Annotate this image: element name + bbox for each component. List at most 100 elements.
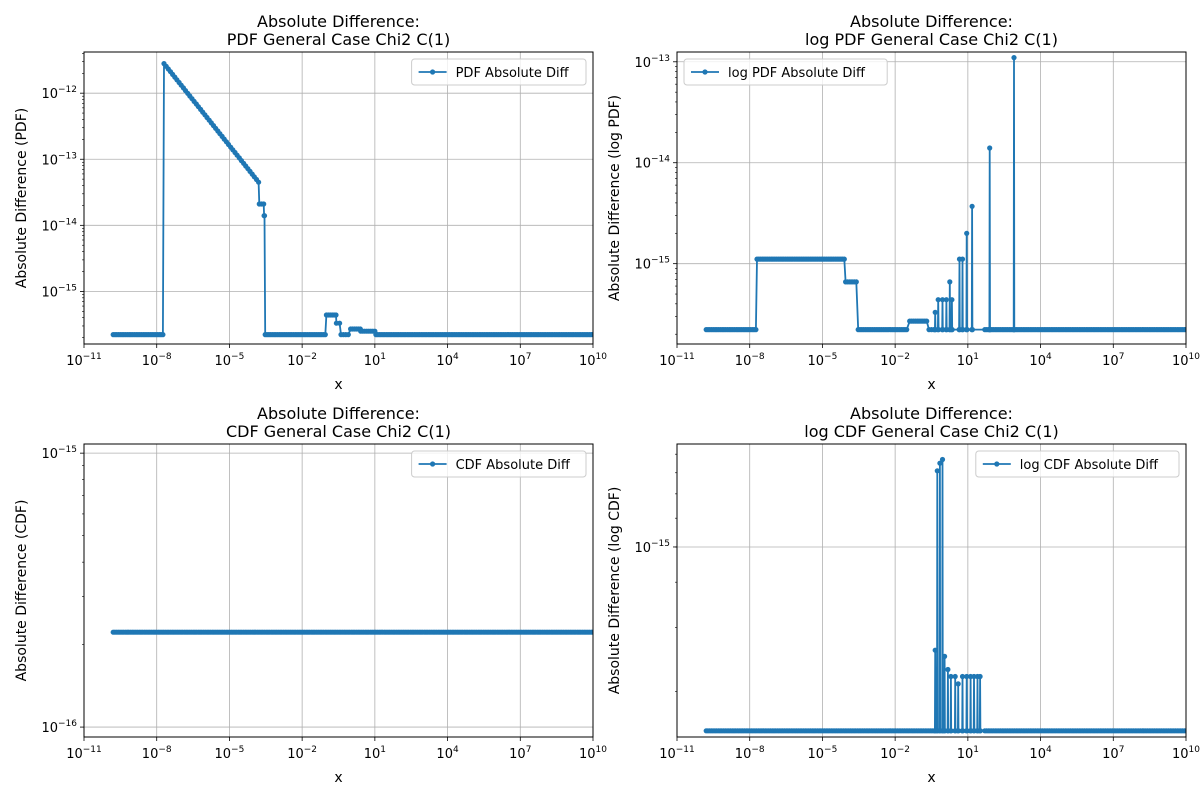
chart-title-line-1: Absolute Difference: (257, 12, 420, 31)
legend-swatch-marker (430, 69, 436, 75)
legend: log CDF Absolute Diff (975, 450, 1180, 478)
data-point (948, 728, 954, 734)
y-axis-label: Absolute Difference (PDF) (14, 108, 30, 288)
chart-title-line-2: PDF General Case Chi2 C(1) (227, 30, 451, 49)
y-axis-label: Absolute Difference (log CDF) (607, 487, 623, 695)
chart-1: PDF Absolute Diff 10−11 10−8 10−5 10−2 101 104… (14, 12, 607, 393)
chart-title-line-1: Absolute Difference: (850, 404, 1013, 423)
y-tick-label: 10−15 (634, 256, 670, 273)
chart-title-line-1: Absolute Difference: (257, 404, 420, 423)
data-point (936, 327, 942, 333)
data-point (261, 213, 268, 219)
x-tick-label: 10−5 (215, 745, 245, 762)
legend-box (975, 450, 1180, 478)
x-tick-label: 101 (364, 352, 386, 369)
series-1 (110, 61, 593, 338)
x-tick-label: 1010 (1172, 745, 1200, 762)
data-point (948, 673, 954, 680)
data-point (942, 653, 948, 660)
data-point (943, 297, 950, 303)
x-tick-label: 101 (957, 745, 979, 762)
x-tick-label: 10−11 (659, 745, 695, 762)
y-tick-label: 10−13 (634, 54, 670, 71)
y-tick-label: 10−15 (41, 283, 77, 300)
chart-title-line-1: Absolute Difference: (850, 12, 1013, 31)
data-point (949, 297, 955, 303)
x-tick-label: 10−2 (287, 352, 317, 369)
x-tick-label: 10−2 (880, 352, 910, 369)
data-point (261, 201, 267, 207)
legend-label: CDF Absolute Diff (456, 458, 571, 473)
x-tick-label: 10−2 (880, 745, 910, 762)
data-point (977, 728, 984, 734)
data-point (987, 145, 993, 151)
data-point (256, 179, 262, 185)
legend: log PDF Absolute Diff (683, 58, 888, 86)
series-line (706, 57, 1186, 331)
data-point (969, 327, 976, 333)
x-tick-label: 10−5 (808, 352, 838, 369)
x-tick-label: 10−11 (659, 352, 695, 369)
x-tick-label: 10−2 (287, 745, 317, 762)
axes-frame (83, 443, 594, 738)
y-tick-label: 10−15 (41, 445, 77, 462)
data-point (959, 673, 966, 680)
legend-box (411, 450, 587, 478)
x-tick-label: 10−5 (808, 745, 838, 762)
data-point (160, 332, 166, 338)
data-point (924, 318, 930, 324)
data-point (949, 327, 955, 333)
series-1 (703, 456, 1186, 734)
chart-4: log CDF Absolute Diff 10−11 10−8 10−5 10−2 10… (607, 404, 1200, 786)
y-tick-label: 10−14 (41, 217, 77, 234)
data-point (960, 728, 966, 734)
data-point (1011, 55, 1017, 61)
legend-label: PDF Absolute Diff (456, 66, 570, 81)
data-point (932, 647, 938, 653)
x-tick-label: 10−8 (142, 745, 172, 762)
x-tick-label: 1010 (579, 745, 607, 762)
y-axis-label: Absolute Difference (log PDF) (607, 95, 623, 301)
y-tick-label: 10−14 (634, 155, 670, 172)
x-tick-label: 10−8 (142, 352, 172, 369)
x-tick-label: 10−5 (215, 352, 245, 369)
data-point (955, 728, 962, 734)
chart-2: log PDF Absolute Diff 10−11 10−8 10−5 10−2 10… (607, 12, 1200, 393)
data-point (939, 297, 946, 303)
x-tick-label: 107 (509, 745, 531, 762)
x-axis-label: x (334, 770, 342, 786)
axes-frame (676, 443, 1187, 738)
data-point (322, 332, 328, 338)
series-1 (703, 55, 1186, 333)
chart-title-line-2: CDF General Case Chi2 C(1) (226, 422, 451, 441)
data-point (1183, 728, 1186, 734)
x-tick-label: 101 (364, 745, 386, 762)
axes-frame (676, 51, 1187, 345)
data-point (333, 312, 339, 318)
chart-3: CDF Absolute Diff 10−11 10−8 10−5 10−2 101 104… (14, 404, 607, 786)
legend-box (683, 58, 888, 86)
series-line (113, 61, 593, 336)
data-point (753, 327, 759, 333)
y-tick-label: 10−15 (634, 539, 670, 556)
x-axis-label: x (334, 377, 342, 393)
data-point (947, 279, 953, 285)
legend-swatch-marker (994, 461, 1000, 467)
x-tick-label: 104 (1029, 352, 1052, 369)
legend-swatch-marker (430, 461, 436, 467)
x-tick-label: 104 (436, 352, 459, 369)
data-point (590, 629, 593, 635)
data-point (964, 230, 970, 236)
data-point (904, 327, 910, 333)
chart-title-line-2: log PDF General Case Chi2 C(1) (805, 30, 1058, 49)
x-axis-label: x (927, 770, 935, 786)
legend: CDF Absolute Diff (411, 450, 587, 478)
series-1 (110, 629, 593, 635)
legend-swatch-marker (702, 69, 708, 75)
data-point (853, 279, 859, 285)
data-point (952, 673, 958, 680)
y-tick-label: 10−12 (41, 85, 77, 102)
data-point (841, 256, 847, 262)
